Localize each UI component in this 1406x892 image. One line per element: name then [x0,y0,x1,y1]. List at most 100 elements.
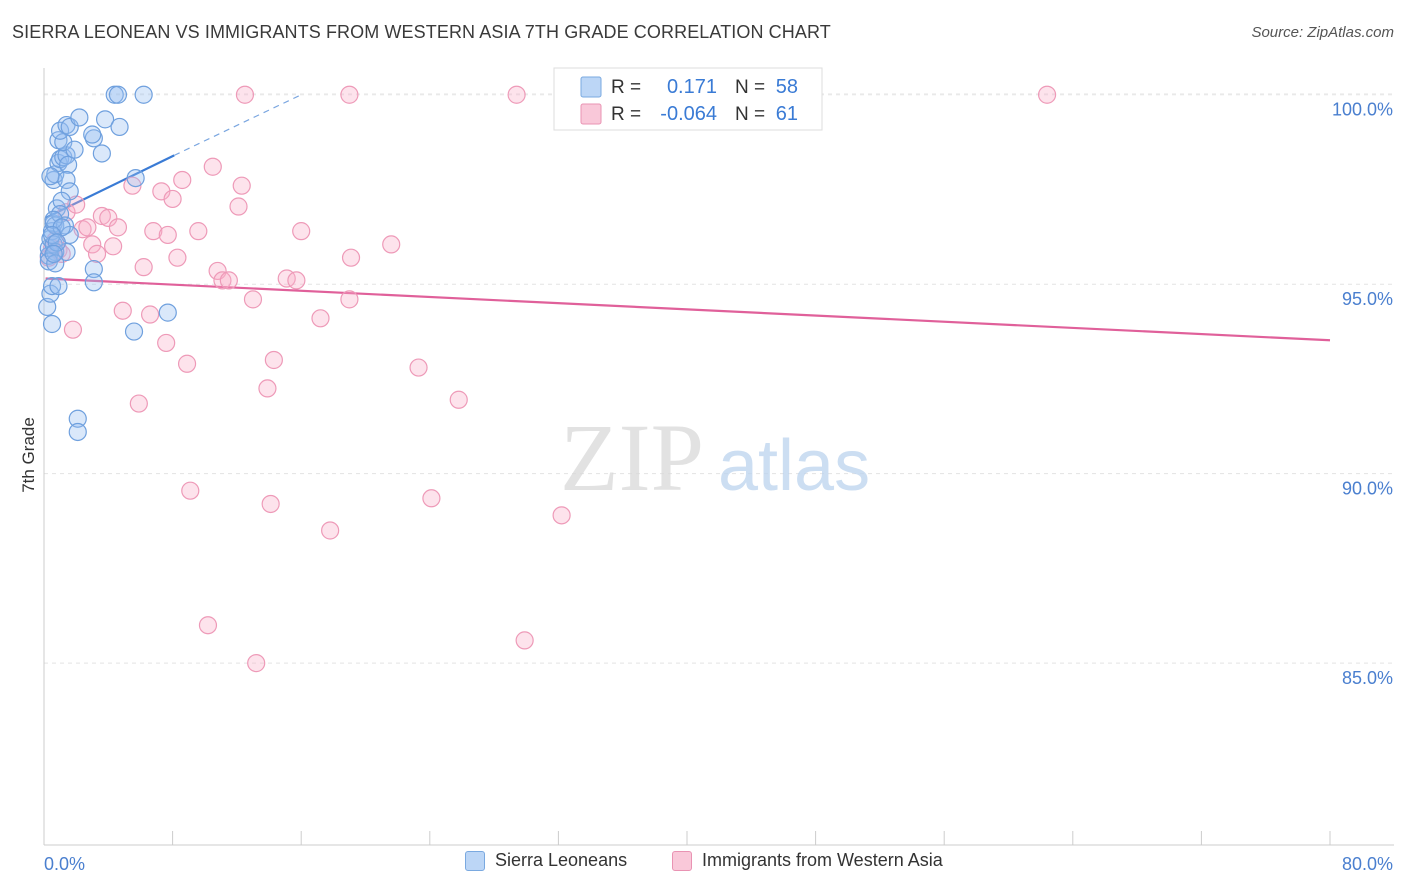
chart-title: SIERRA LEONEAN VS IMMIGRANTS FROM WESTER… [12,22,831,42]
axes: 100.0% 95.0% 90.0% 85.0% 0.0% 80.0% [43,68,1394,874]
point-western-asia [292,222,311,241]
point-western-asia [92,206,111,226]
point-sierra-leonean [110,117,129,137]
trend-line-western-asia [45,277,1331,342]
point-sierra-leonean [83,125,102,144]
y-tick-label: 90.0% [1342,479,1393,499]
point-western-asia [140,305,160,324]
point-western-asia [382,235,401,254]
y-axis-label: 7th Grade [19,417,38,493]
point-western-asia [177,354,197,373]
legend-r-label: R = [611,104,641,125]
legend-swatch-blue [465,850,485,871]
point-western-asia [213,271,232,290]
point-sierra-leonean [68,422,87,442]
y-tick-label: 100.0% [1332,100,1393,120]
point-western-asia [134,258,153,277]
point-western-asia [261,494,280,514]
point-western-asia [158,225,177,245]
legend-n-value: 61 [776,103,798,125]
point-sierra-leonean [59,155,78,174]
legend-r-label: R = [611,77,641,98]
point-sierra-leonean [42,276,62,296]
point-sierra-leonean [92,144,111,163]
y-tick-label: 95.0% [1342,289,1393,309]
legend-swatch-pink [672,850,692,871]
x-tick-label-min: 0.0% [44,854,85,874]
legend-n-label: N = [735,77,765,98]
point-western-asia [311,309,330,328]
point-sierra-leonean [126,168,145,188]
point-sierra-leonean [47,233,66,252]
point-sierra-leonean [84,273,103,292]
point-sierra-leonean [70,108,89,127]
point-western-asia [341,248,361,267]
point-western-asia [229,197,248,216]
point-western-asia [83,235,102,254]
point-western-asia [203,157,222,176]
legend-r-value: 0.171 [667,76,717,98]
point-sierra-leonean [52,191,71,210]
legend-swatch [580,103,602,125]
watermark-zip: ZIP [560,404,704,511]
point-sierra-leonean [65,140,84,159]
point-western-asia [409,358,428,377]
legend-n-label: N = [735,104,765,125]
legend-n-value: 58 [776,76,798,98]
point-western-asia [157,333,176,353]
series-legend: Sierra Leoneans Immigrants from Western … [0,850,1406,880]
point-western-asia [144,222,163,241]
point-western-asia [108,218,128,237]
point-sierra-leonean [41,167,60,186]
point-western-asia [168,248,187,267]
point-western-asia [235,85,255,104]
data-points [38,85,1057,673]
point-western-asia [507,85,526,104]
point-western-asia [340,290,359,309]
point-sierra-leonean [55,216,74,235]
watermark-atlas: atlas [718,426,870,506]
point-western-asia [515,631,534,650]
point-sierra-leonean [60,117,79,137]
point-western-asia [243,290,263,309]
legend-label-immigrants-western-asia: Immigrants from Western Asia [702,850,943,870]
point-western-asia [181,481,200,500]
point-western-asia [232,176,251,195]
point-western-asia [219,271,238,290]
point-western-asia [321,521,340,540]
legend-item-immigrants-western-asia[interactable]: Immigrants from Western Asia [672,850,943,871]
point-sierra-leonean [124,322,144,341]
trend-lines [45,94,1331,342]
point-sierra-leonean [46,254,65,273]
y-tick-label: 85.0% [1342,668,1393,688]
point-western-asia [1037,85,1057,104]
point-western-asia [63,320,83,339]
point-sierra-leonean [49,276,68,296]
point-western-asia [87,244,107,263]
point-western-asia [78,218,97,237]
source-credit: Source: ZipAtlas.com [1251,24,1394,41]
point-western-asia [173,170,192,190]
point-sierra-leonean [95,110,115,129]
point-sierra-leonean [44,244,63,263]
point-sierra-leonean [84,259,103,279]
point-western-asia [198,616,218,635]
correlation-legend: R = 0.171 N = 58 R = -0.064 N = 61 [553,67,823,131]
point-western-asia [449,390,468,409]
point-western-asia [99,208,118,227]
legend-item-sierra-leoneans[interactable]: Sierra Leoneans [465,850,627,871]
point-western-asia [258,379,277,398]
point-sierra-leonean [158,303,177,322]
point-western-asia [163,189,182,209]
point-western-asia [113,301,132,320]
point-western-asia [340,85,359,104]
legend-swatch [580,76,602,98]
watermark: ZIP atlas [560,404,870,511]
legend-r-value: -0.064 [660,103,717,125]
point-western-asia [104,237,123,256]
point-western-asia [189,222,208,241]
point-sierra-leonean [134,85,153,104]
point-sierra-leonean [68,409,87,428]
point-western-asia [287,271,306,290]
